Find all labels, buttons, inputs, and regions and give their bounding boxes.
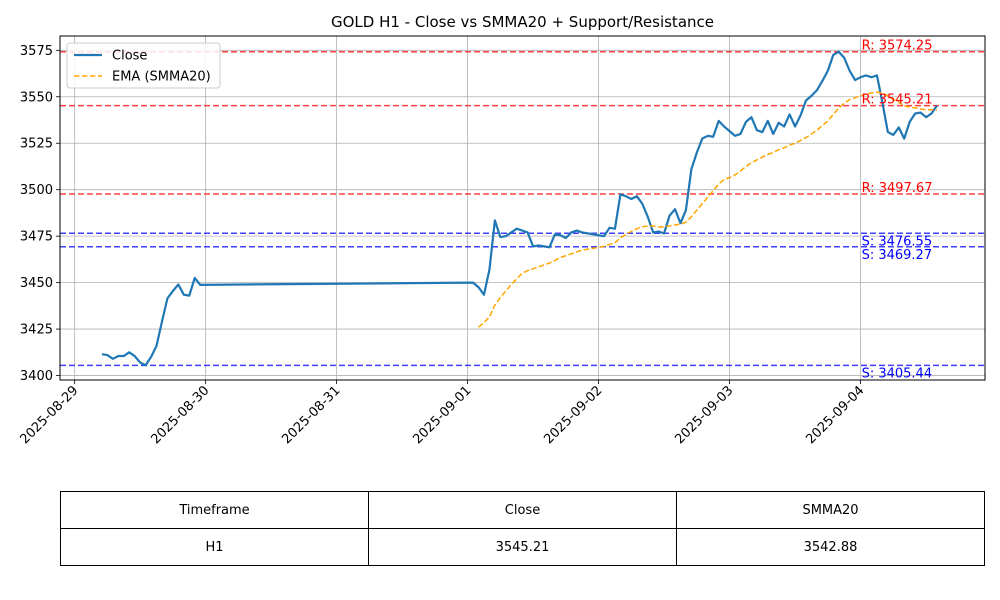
table-cell-close: 3545.21 (368, 528, 677, 566)
table-cell-timeframe: H1 (60, 528, 369, 566)
chart: GOLD H1 - Close vs SMMA20 + Support/Resi… (17, 13, 986, 447)
y-tick-label: 3425 (20, 323, 53, 338)
support-resistance-levels (60, 50, 985, 367)
x-tick-label: 2025-09-01 (410, 383, 474, 447)
x-tick-label: 2025-08-31 (279, 383, 343, 447)
x-tick-label: 2025-09-04 (803, 383, 867, 447)
x-axis: 2025-08-29 2025-08-30 2025-08-31 2025-09-01… (17, 380, 867, 447)
legend-label: Close (112, 49, 147, 64)
support-level-label: S: 3476.55 (862, 234, 933, 249)
chart-title: GOLD H1 - Close vs SMMA20 + Support/Resi… (331, 13, 714, 31)
support-level-label: S: 3469.27 (862, 248, 933, 263)
summary-table: Timeframe Close SMMA20 H1 3545.21 3542.8… (60, 491, 985, 566)
y-tick-label: 3475 (20, 230, 53, 245)
y-axis: 3400 3425 3450 3475 3500 3525 3550 3575 (20, 44, 60, 384)
legend-box (66, 42, 221, 89)
y-tick-label: 3400 (20, 369, 53, 384)
x-tick-label: 2025-09-02 (541, 383, 605, 447)
table-header-close: Close (368, 491, 677, 529)
y-tick-label: 3450 (20, 276, 53, 291)
legend: Close EMA (SMMA20) (66, 42, 221, 89)
y-tick-label: 3525 (20, 137, 53, 152)
resistance-level-label: R: 3545.21 (862, 93, 933, 108)
table-header-smma20: SMMA20 (676, 491, 985, 529)
series-lines (101, 50, 938, 367)
plot-area-frame (59, 35, 986, 381)
x-tick-label: 2025-09-03 (672, 383, 736, 447)
close-series-line (101, 50, 938, 367)
x-tick-label: 2025-08-29 (17, 383, 81, 447)
support-level-label: S: 3405.44 (862, 366, 933, 381)
y-tick-label: 3550 (20, 90, 53, 105)
resistance-level-label: R: 3497.67 (862, 181, 933, 196)
table-row: H1 3545.21 3542.88 (60, 528, 985, 566)
table-header-timeframe: Timeframe (60, 491, 369, 529)
table-cell-smma20: 3542.88 (676, 528, 985, 566)
resistance-level-label: R: 3574.25 (862, 39, 933, 54)
level-labels: R: 3574.25 R: 3545.21 R: 3497.67 S: 3476.55… (862, 39, 933, 382)
grid (60, 36, 985, 380)
smma20-series-line (478, 91, 938, 328)
x-tick-label: 2025-08-30 (148, 383, 212, 447)
y-tick-label: 3575 (20, 44, 53, 59)
y-tick-label: 3500 (20, 183, 53, 198)
table-header-row: Timeframe Close SMMA20 (60, 491, 985, 529)
legend-label: EMA (SMMA20) (112, 70, 211, 85)
